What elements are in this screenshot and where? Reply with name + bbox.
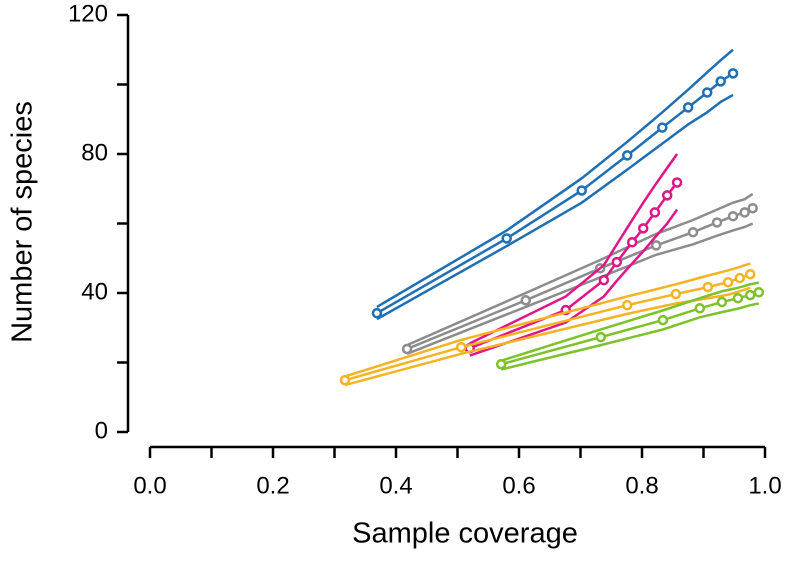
point bbox=[732, 292, 744, 304]
point bbox=[670, 288, 682, 300]
point bbox=[637, 223, 649, 234]
point bbox=[611, 256, 623, 268]
x-tick-label: 0.8 bbox=[625, 472, 658, 499]
ci-lower bbox=[376, 93, 734, 321]
ci-upper bbox=[469, 153, 679, 345]
point bbox=[520, 295, 532, 306]
y-tick-label: 120 bbox=[68, 0, 108, 27]
y-axis-label: Number of species bbox=[7, 101, 39, 343]
point bbox=[621, 150, 633, 161]
ci-lower bbox=[500, 302, 760, 371]
point bbox=[595, 331, 607, 343]
point bbox=[694, 303, 706, 314]
x-tick-label: 1.0 bbox=[748, 472, 781, 499]
point bbox=[702, 281, 714, 293]
point bbox=[739, 207, 750, 218]
point bbox=[649, 207, 661, 218]
ci-upper bbox=[376, 48, 734, 308]
ci-lower bbox=[469, 208, 679, 357]
x-tick-label: 0.4 bbox=[379, 472, 412, 499]
point bbox=[501, 233, 512, 244]
point bbox=[626, 237, 638, 248]
point bbox=[671, 177, 683, 188]
point bbox=[701, 87, 713, 98]
point bbox=[687, 226, 699, 238]
point bbox=[753, 287, 765, 298]
point bbox=[650, 240, 662, 251]
point bbox=[371, 307, 383, 319]
line bbox=[376, 72, 734, 315]
point bbox=[598, 274, 610, 286]
y-tick-label: 40 bbox=[81, 278, 108, 305]
x-tick-label: 0.0 bbox=[133, 472, 166, 499]
point bbox=[722, 276, 734, 288]
point bbox=[621, 299, 633, 311]
point bbox=[661, 190, 673, 201]
x-tick-label: 0.6 bbox=[502, 472, 535, 499]
point bbox=[734, 272, 746, 284]
point bbox=[716, 296, 728, 308]
x-axis-label: Sample coverage bbox=[352, 518, 578, 550]
point bbox=[715, 76, 726, 87]
ci-lower bbox=[406, 222, 754, 355]
ci-upper bbox=[406, 192, 754, 347]
point bbox=[727, 210, 739, 222]
ci-upper bbox=[344, 262, 751, 378]
point bbox=[576, 185, 587, 196]
point bbox=[401, 343, 413, 355]
point bbox=[657, 314, 669, 326]
y-tick-label: 0 bbox=[95, 417, 108, 444]
point bbox=[747, 202, 758, 214]
point bbox=[455, 341, 467, 353]
point bbox=[744, 289, 756, 301]
point bbox=[727, 68, 739, 79]
point bbox=[682, 102, 694, 113]
x-tick-label: 0.2 bbox=[256, 472, 289, 499]
ci-upper bbox=[500, 281, 760, 362]
point bbox=[495, 358, 507, 370]
point bbox=[657, 122, 668, 133]
y-tick-label: 80 bbox=[81, 139, 108, 166]
point bbox=[744, 268, 756, 280]
point bbox=[339, 374, 351, 386]
point bbox=[711, 217, 723, 228]
